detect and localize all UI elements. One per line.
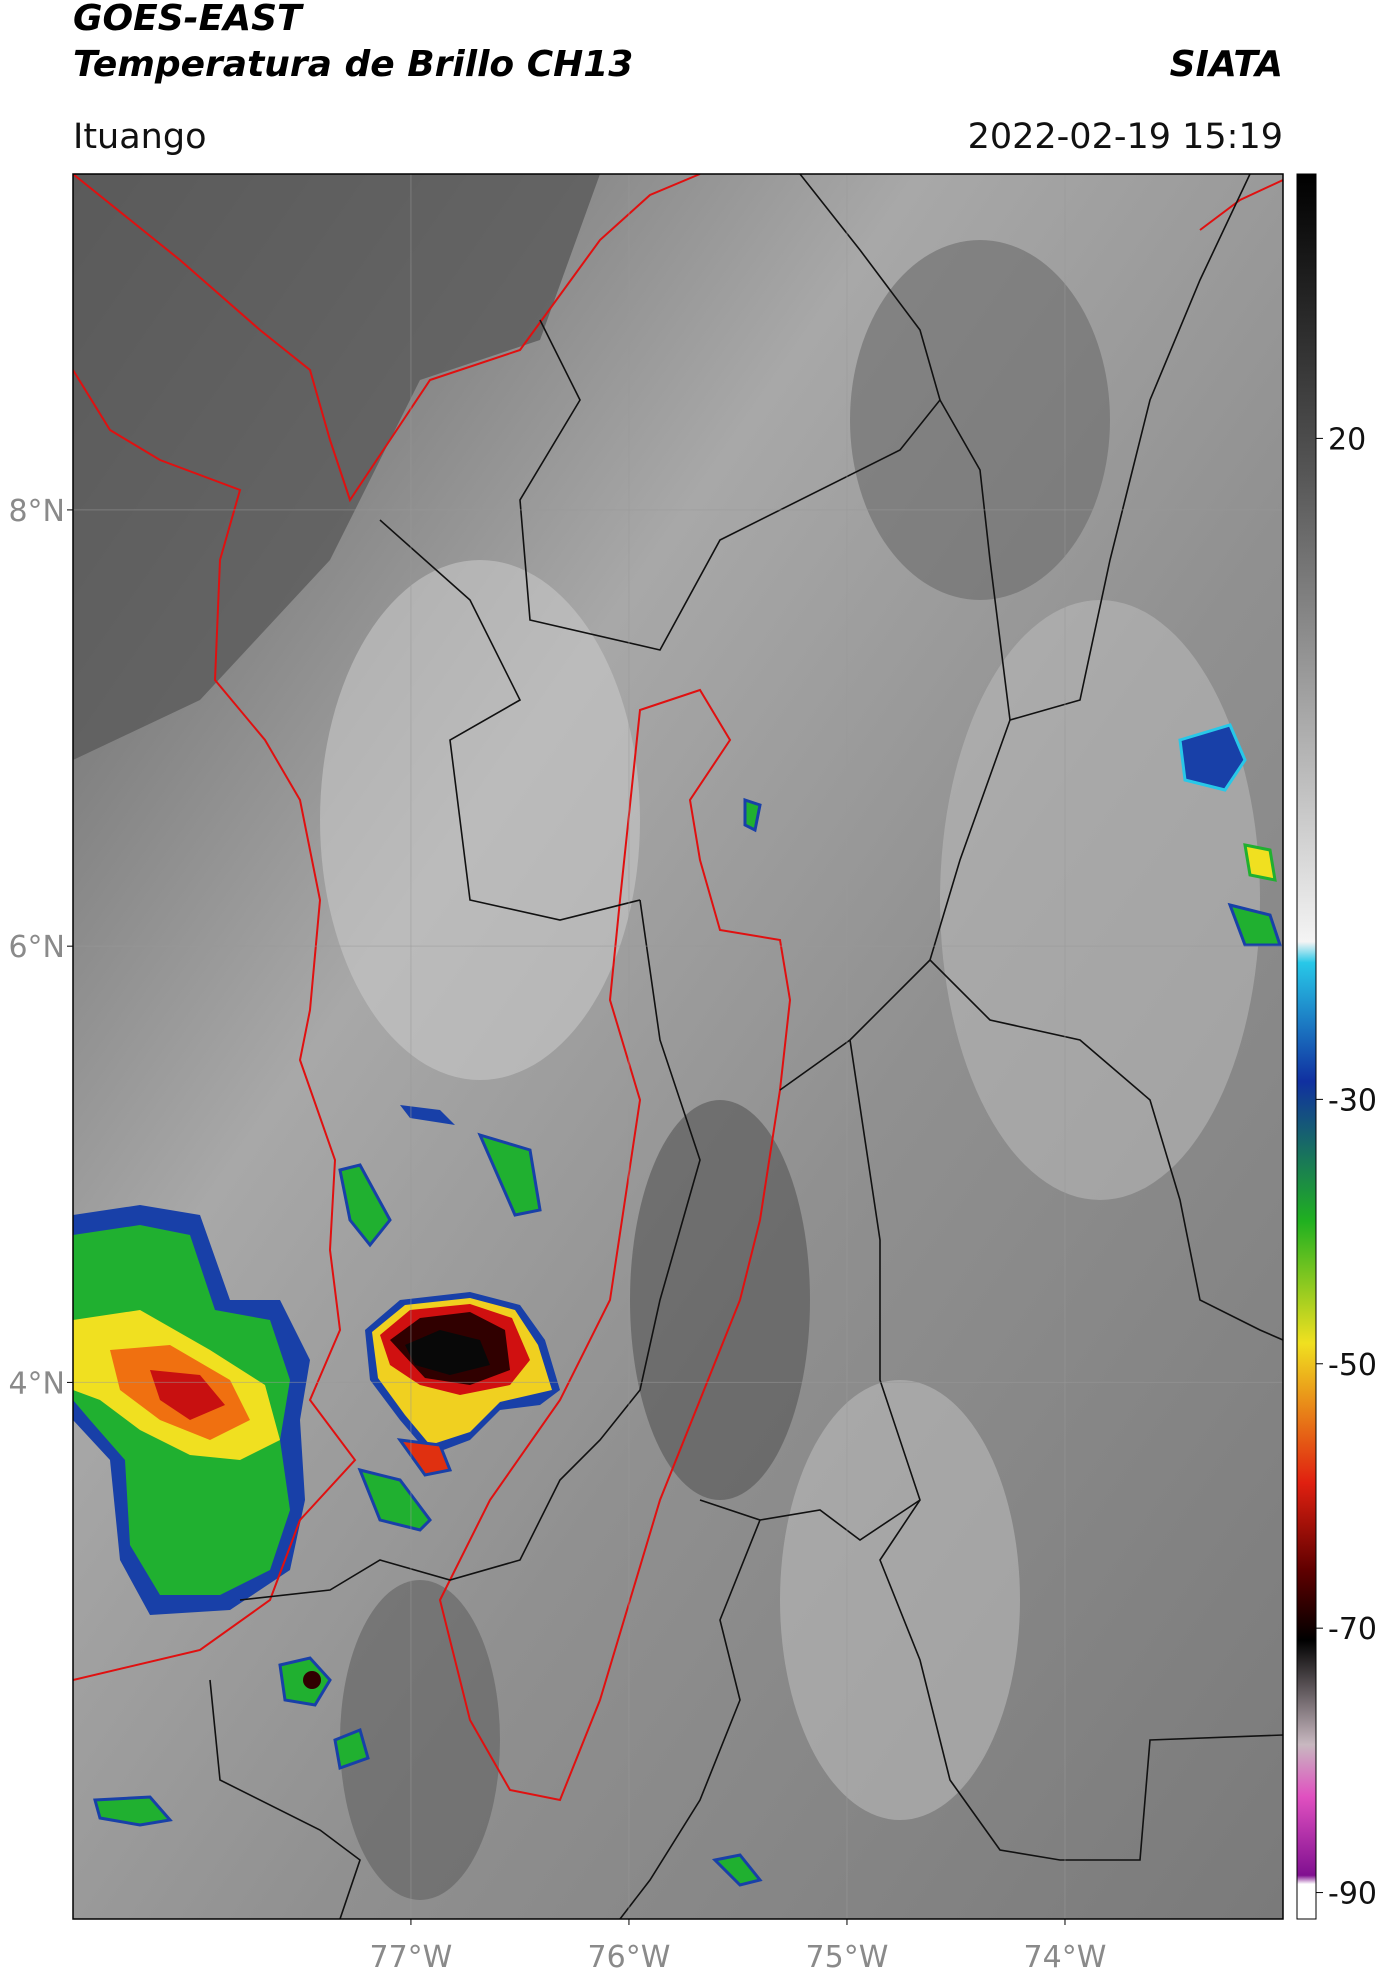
colorbar-tick-label: -90 [1328, 1877, 1377, 1912]
datetime: 2022-02-19 15:19 [968, 117, 1283, 157]
location: Ituango [73, 117, 207, 157]
ticks: 77°W 76°W 75°W 74°W 8°N 6°N 4°N 20 -30 -50 -70 -90 [8, 422, 1377, 1975]
grid [73, 174, 1283, 1919]
y-tick-label: 4°N [8, 1366, 65, 1401]
colorbar-tick-label: -70 [1328, 1612, 1377, 1647]
colorbar-tick-label: -30 [1328, 1083, 1377, 1118]
x-tick-label: 76°W [588, 1940, 671, 1975]
subtitle: Temperatura de Brillo CH13 [73, 44, 633, 85]
y-tick-label: 8°N [8, 494, 65, 529]
colorbar-tick-label: 20 [1328, 422, 1366, 457]
map-image [73, 174, 1283, 1919]
title: GOES-EAST [73, 0, 304, 39]
map-frame [72, 173, 1284, 1920]
x-tick-label: 74°W [1024, 1940, 1107, 1975]
colorbar [1296, 173, 1317, 1920]
source: SIATA [1170, 44, 1283, 85]
x-tick-label: 77°W [370, 1940, 453, 1975]
x-tick-label: 75°W [806, 1940, 889, 1975]
colorbar-tick-label: -50 [1328, 1348, 1377, 1383]
y-tick-label: 6°N [8, 930, 65, 965]
